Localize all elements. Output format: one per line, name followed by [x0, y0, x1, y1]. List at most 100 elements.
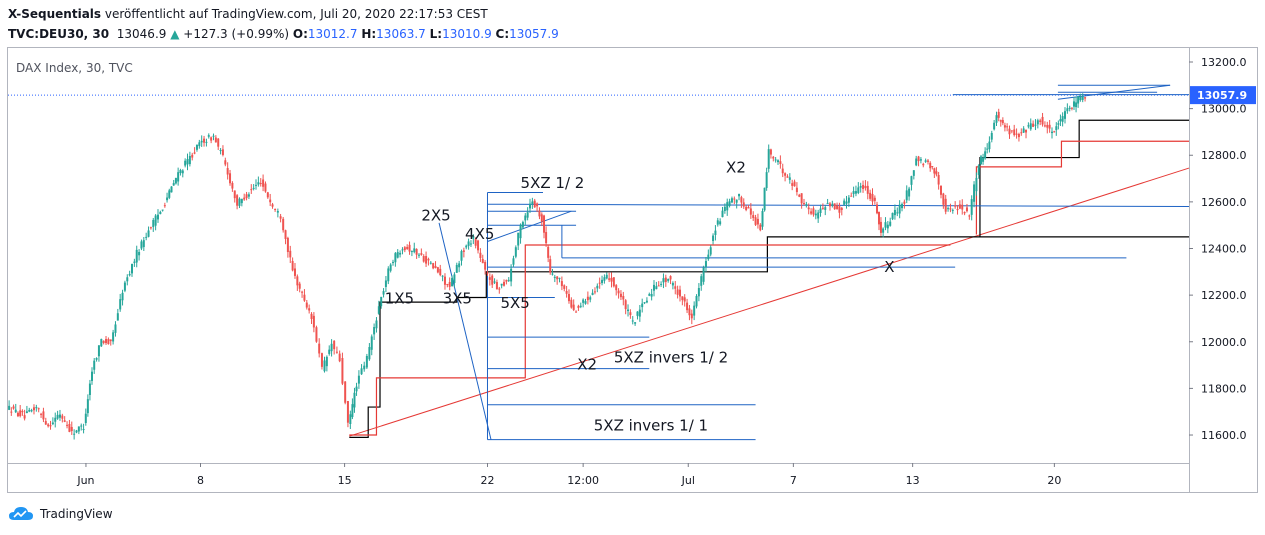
- candle-body: [394, 253, 397, 263]
- x-tick-label: Jun: [76, 474, 94, 487]
- candle-body: [269, 199, 272, 203]
- candle-body: [567, 294, 570, 302]
- candle-body: [286, 237, 289, 253]
- candle-body: [735, 199, 738, 203]
- candle-body: [289, 250, 292, 258]
- candle-body: [986, 148, 989, 150]
- candle-body: [733, 198, 736, 200]
- candle-body: [63, 420, 66, 422]
- candle-body: [303, 294, 306, 301]
- candle-body: [919, 159, 922, 161]
- x-tick-label: 8: [197, 474, 204, 487]
- candle-body: [891, 212, 894, 220]
- candle-body: [854, 191, 857, 194]
- candle-body: [491, 275, 494, 285]
- blue-diagonal: [438, 222, 492, 440]
- candle-body: [707, 254, 710, 260]
- candle-body: [990, 133, 993, 140]
- candle-body: [1077, 96, 1080, 104]
- candle-body: [271, 204, 274, 207]
- candle-body: [876, 204, 879, 214]
- candle-body: [1063, 111, 1066, 119]
- candle-body: [965, 207, 968, 212]
- candle-body: [704, 261, 707, 268]
- candle-body: [323, 360, 326, 372]
- candle-body: [871, 193, 874, 202]
- candle-body: [958, 204, 961, 209]
- candle-body: [245, 194, 248, 199]
- candle-body: [922, 163, 925, 166]
- candle-body: [738, 193, 741, 197]
- candle-body: [624, 300, 627, 310]
- candle-body: [1043, 125, 1046, 127]
- candle-body: [42, 411, 45, 420]
- ohlc-line: TVC:DEU30, 30 13046.9 ▲ +127.3 (+0.99%) …: [8, 26, 559, 42]
- candle-body: [460, 251, 463, 261]
- candle-body: [344, 381, 347, 403]
- candle-body: [503, 281, 506, 286]
- candle-body: [498, 288, 501, 290]
- candle-body: [538, 210, 541, 217]
- candle-body: [563, 285, 566, 289]
- candle-body: [774, 159, 777, 161]
- candle-body: [695, 296, 698, 307]
- y-tick-label: 13200.0: [1201, 56, 1247, 69]
- candle-body: [526, 212, 529, 218]
- candle-body: [749, 208, 752, 215]
- candle-body: [448, 281, 451, 287]
- candle-body: [100, 339, 103, 347]
- candle-body: [93, 360, 96, 370]
- candle-body: [360, 368, 363, 375]
- candle-body: [495, 282, 498, 290]
- candle-body: [119, 299, 122, 310]
- candle-body: [133, 261, 136, 263]
- high-label: H:: [361, 27, 377, 41]
- candle-body: [1079, 96, 1082, 101]
- candle-body: [335, 351, 338, 353]
- candle-body: [349, 414, 352, 424]
- up-arrow-icon: ▲: [170, 27, 180, 41]
- candle-body: [154, 215, 157, 226]
- candle-body: [963, 212, 966, 214]
- candle-body: [898, 204, 901, 214]
- candle-body: [112, 332, 115, 342]
- candle-body: [510, 268, 513, 282]
- candle-body: [961, 204, 964, 210]
- candle-body: [800, 193, 803, 204]
- candle-body: [451, 278, 454, 286]
- candle-body: [75, 430, 78, 433]
- candle-body: [662, 278, 665, 283]
- candle-body: [488, 277, 491, 280]
- candle-body: [19, 410, 22, 417]
- published-text: veröffentlicht auf TradingView.com, Juli…: [104, 7, 488, 21]
- candle-body: [338, 353, 341, 362]
- candle-body: [772, 156, 775, 159]
- candle-body: [558, 277, 561, 279]
- candle-body: [333, 340, 336, 350]
- candle-body: [320, 353, 323, 367]
- candle-body: [66, 424, 69, 426]
- candle-body: [852, 191, 855, 195]
- candle-body: [756, 218, 759, 225]
- candle-body: [951, 209, 954, 211]
- candle-body: [622, 295, 625, 300]
- candle-body: [1022, 128, 1025, 133]
- candle-body: [486, 272, 489, 274]
- candle-body: [403, 247, 406, 251]
- candle-body: [493, 281, 496, 283]
- candle-body: [439, 268, 442, 276]
- candle-body: [886, 224, 889, 229]
- x-tick-label: 7: [790, 474, 797, 487]
- candle-body: [908, 188, 911, 197]
- candle-body: [293, 268, 296, 276]
- candle-body: [645, 300, 648, 303]
- candle-body: [264, 183, 267, 192]
- candle-body: [250, 189, 253, 191]
- candle-body: [700, 276, 703, 286]
- candle-body: [553, 276, 556, 278]
- y-tick-label: 12400.0: [1201, 243, 1247, 256]
- candle-body: [138, 251, 141, 256]
- candle-body: [608, 278, 611, 280]
- candle-body: [631, 320, 634, 322]
